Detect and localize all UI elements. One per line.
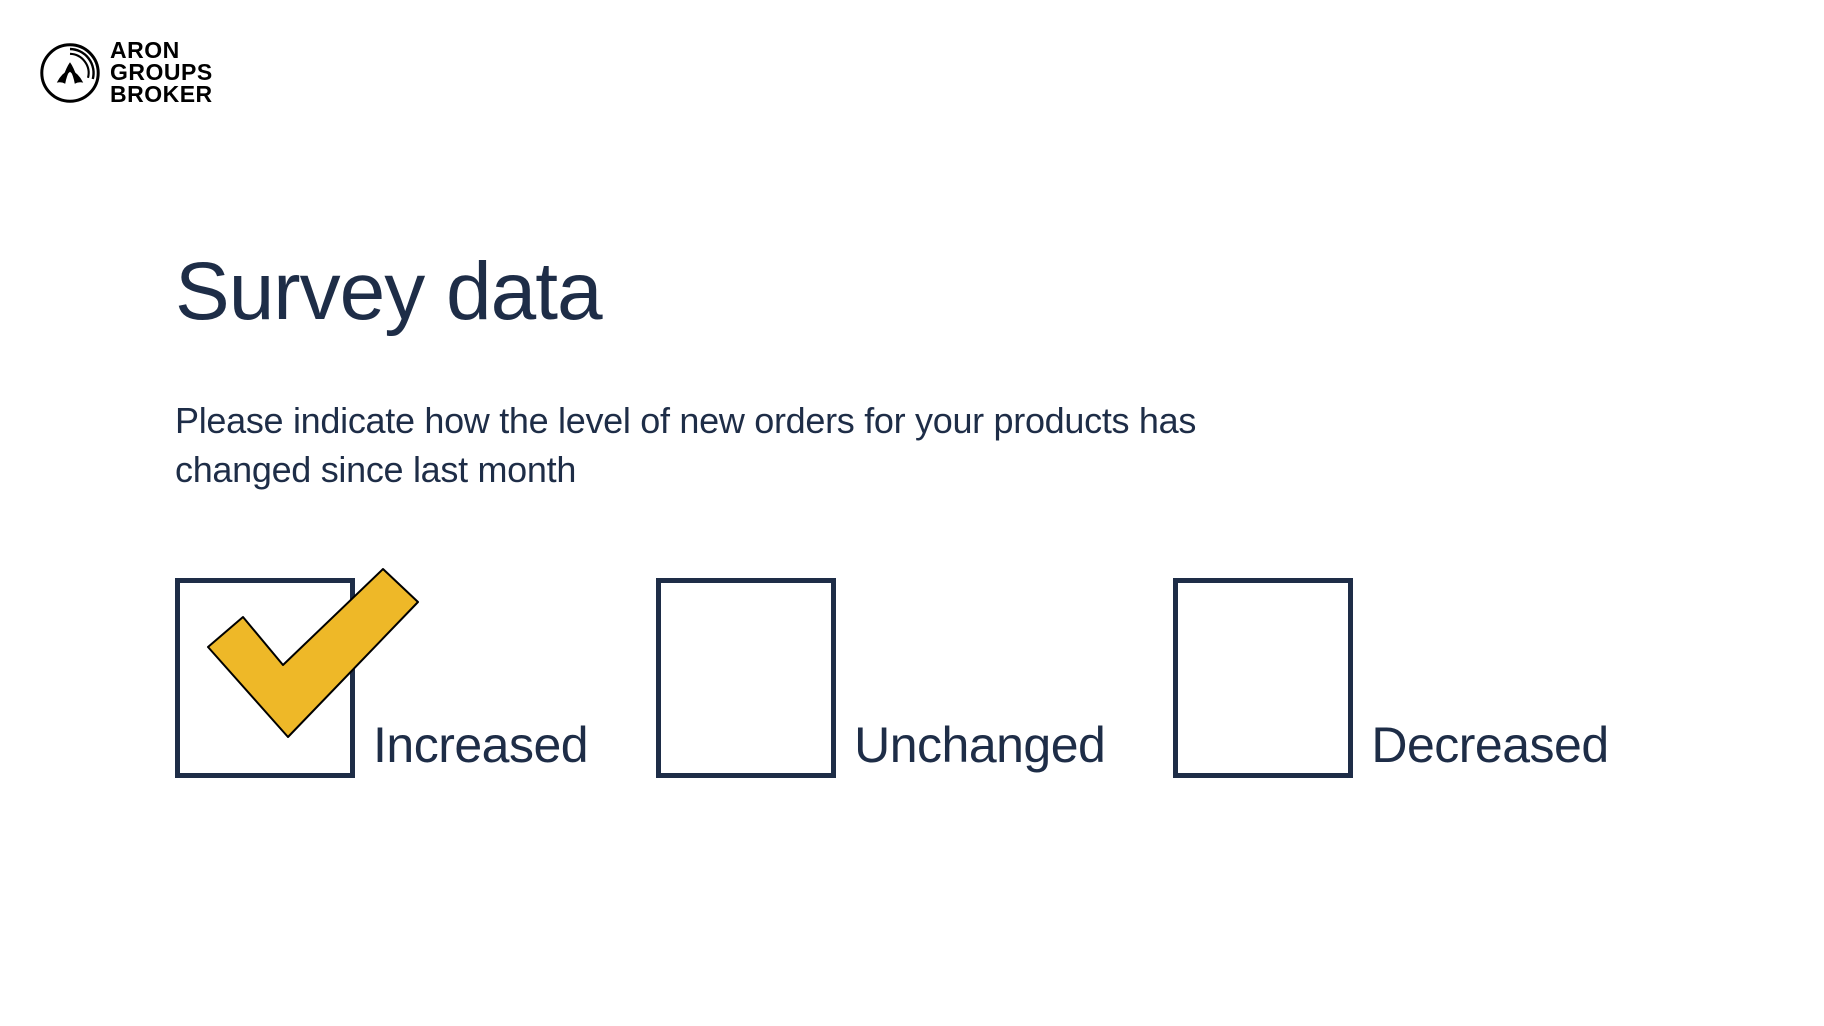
main-content: Survey data Please indicate how the leve… [175, 245, 1649, 494]
checkbox-increased[interactable] [175, 578, 355, 778]
option-increased[interactable]: Increased [175, 578, 588, 778]
brand-logo: ARON GROUPS BROKER [40, 40, 213, 106]
option-label-decreased: Decreased [1371, 716, 1608, 778]
page-title: Survey data [175, 245, 1649, 339]
logo-line-3: BROKER [110, 84, 213, 106]
logo-icon [40, 43, 100, 103]
checkbox-unchanged[interactable] [656, 578, 836, 778]
survey-question: Please indicate how the level of new ord… [175, 397, 1275, 494]
option-decreased[interactable]: Decreased [1173, 578, 1608, 778]
options-container: Increased Unchanged Decreased [175, 578, 1744, 778]
logo-text: ARON GROUPS BROKER [110, 40, 213, 106]
option-label-unchanged: Unchanged [854, 716, 1105, 778]
checkbox-decreased[interactable] [1173, 578, 1353, 778]
option-unchanged[interactable]: Unchanged [656, 578, 1105, 778]
option-label-increased: Increased [373, 716, 588, 778]
